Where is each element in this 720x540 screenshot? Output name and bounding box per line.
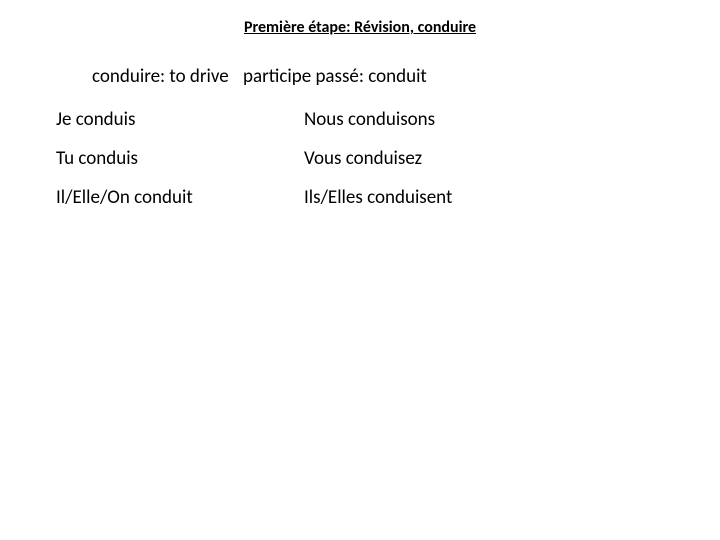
conjugation-plural: Ils/Elles conduisent — [304, 186, 452, 209]
conjugation-table: Je conduis Nous conduisons Tu conduis Vo… — [0, 88, 720, 217]
conjugation-singular: Tu conduis — [56, 147, 304, 170]
infinitive-definition: conduire: to drive — [92, 65, 229, 88]
participe-passe: participe passé: conduit — [243, 65, 427, 88]
conjugation-singular: Il/Elle/On conduit — [56, 186, 304, 209]
table-row: Il/Elle/On conduit Ils/Elles conduisent — [56, 178, 720, 217]
conjugation-plural: Vous conduisez — [304, 147, 422, 170]
conjugation-plural: Nous conduisons — [304, 108, 435, 131]
table-row: Tu conduis Vous conduisez — [56, 139, 720, 178]
verb-definition-row: conduire: to drive participe passé: cond… — [0, 37, 720, 88]
conjugation-singular: Je conduis — [56, 108, 304, 131]
table-row: Je conduis Nous conduisons — [56, 100, 720, 139]
slide-title: Première étape: Révision, conduire — [0, 0, 720, 37]
